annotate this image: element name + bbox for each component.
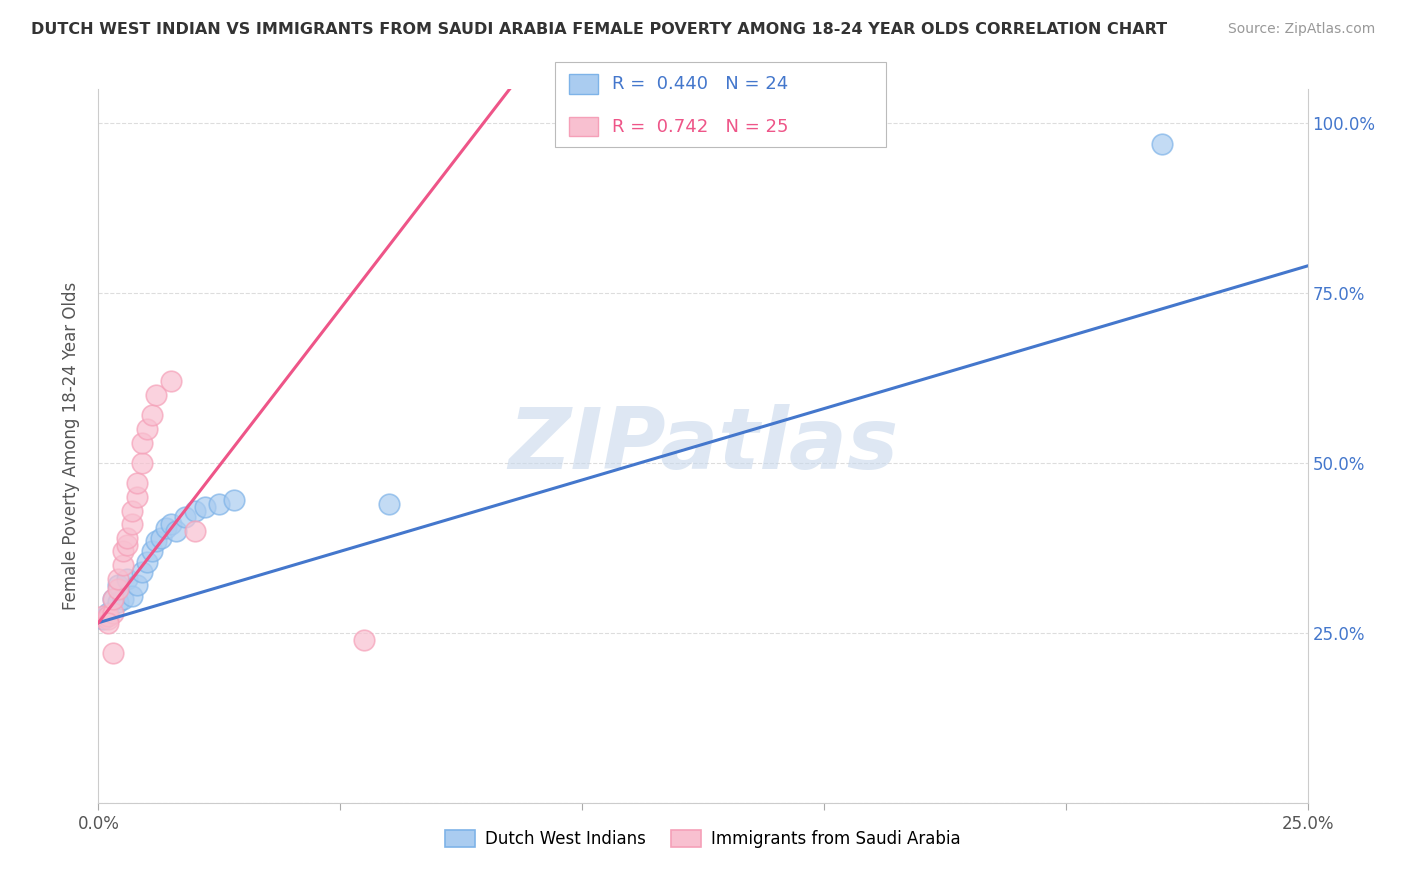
Point — [160, 517, 183, 532]
Point — [121, 589, 143, 603]
Text: ZIPatlas: ZIPatlas — [508, 404, 898, 488]
Point — [184, 503, 207, 517]
Point — [208, 497, 231, 511]
Point — [91, 612, 114, 626]
Point — [150, 531, 173, 545]
Point — [97, 606, 120, 620]
Point — [97, 608, 120, 623]
Point — [107, 582, 129, 596]
Point — [127, 476, 149, 491]
Point — [101, 591, 124, 606]
Point — [127, 490, 149, 504]
Point — [222, 493, 245, 508]
Legend: Dutch West Indians, Immigrants from Saudi Arabia: Dutch West Indians, Immigrants from Saud… — [439, 823, 967, 855]
Text: Source: ZipAtlas.com: Source: ZipAtlas.com — [1227, 22, 1375, 37]
Point — [117, 531, 139, 545]
Point — [97, 612, 120, 626]
Point — [155, 520, 177, 534]
Point — [107, 595, 129, 609]
Point — [353, 632, 375, 647]
Point — [107, 578, 129, 592]
Point — [131, 456, 153, 470]
Point — [160, 375, 183, 389]
Point — [377, 497, 399, 511]
Point — [165, 524, 187, 538]
Point — [135, 555, 157, 569]
Point — [111, 544, 134, 558]
Point — [101, 646, 124, 660]
Point — [91, 608, 114, 623]
Point — [121, 503, 143, 517]
Point — [131, 435, 153, 450]
Point — [97, 615, 120, 630]
Point — [131, 565, 153, 579]
Point — [101, 606, 124, 620]
Point — [111, 558, 134, 572]
Point — [1152, 136, 1174, 151]
Text: DUTCH WEST INDIAN VS IMMIGRANTS FROM SAUDI ARABIA FEMALE POVERTY AMONG 18-24 YEA: DUTCH WEST INDIAN VS IMMIGRANTS FROM SAU… — [31, 22, 1167, 37]
Point — [184, 524, 207, 538]
Point — [127, 578, 149, 592]
Point — [135, 422, 157, 436]
Point — [111, 591, 134, 606]
Text: R =  0.742   N = 25: R = 0.742 N = 25 — [612, 118, 789, 136]
Point — [141, 544, 163, 558]
Point — [121, 517, 143, 532]
Point — [101, 591, 124, 606]
Point — [141, 409, 163, 423]
Point — [145, 534, 167, 549]
Point — [117, 572, 139, 586]
Point — [194, 500, 217, 515]
Text: R =  0.440   N = 24: R = 0.440 N = 24 — [612, 75, 787, 93]
Point — [107, 572, 129, 586]
Point — [145, 388, 167, 402]
Point — [174, 510, 197, 524]
Point — [117, 537, 139, 551]
Y-axis label: Female Poverty Among 18-24 Year Olds: Female Poverty Among 18-24 Year Olds — [62, 282, 80, 610]
